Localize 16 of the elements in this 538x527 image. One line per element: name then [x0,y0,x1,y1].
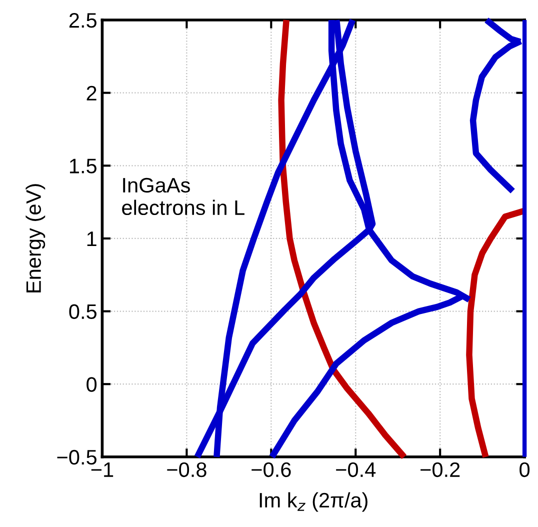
y-axis-title: Energy (eV) [26,184,46,292]
y-tick-label: 0 [86,377,97,392]
y-tick-label: 0.5 [69,304,96,320]
y-tick-label: 2.5 [69,13,96,28]
x-tick-label: −0.6 [252,462,291,478]
annotation: InGaAs electrons in L [122,178,244,216]
x-tick-label: −0.4 [336,462,376,478]
x-tick-label: −0.8 [167,462,206,478]
y-tick-label: 2 [86,86,96,100]
x-tick-label: −1 [91,462,114,477]
x-tick-label: −0.2 [420,462,460,478]
y-tick-label: 1.5 [70,158,96,174]
x-tick-label: 0 [520,462,530,478]
y-tick-label: 1 [87,232,96,246]
x-axis-title: Im k$_{z}$ (2π/a) [260,492,368,512]
y-tick-label: −0.5 [57,450,96,465]
